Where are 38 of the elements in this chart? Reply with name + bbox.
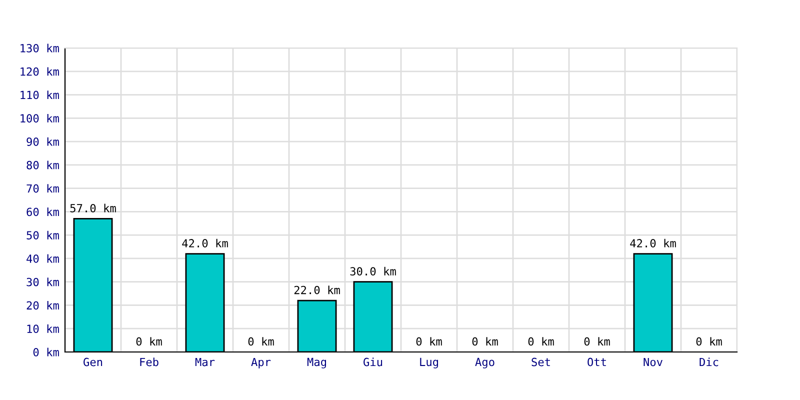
data-label: 0 km bbox=[248, 337, 274, 346]
x-tick-label: Apr bbox=[251, 358, 271, 368]
y-tick-label: 60 km bbox=[26, 208, 59, 216]
y-tick-label: 80 km bbox=[26, 160, 59, 170]
data-label: 22.0 km bbox=[294, 286, 340, 294]
y-tick-label: 30 km bbox=[26, 278, 59, 286]
x-tick-label: Gen bbox=[84, 358, 102, 366]
y-tick-label: 0 km bbox=[33, 348, 59, 356]
x-tick-label: Mag bbox=[307, 358, 326, 368]
y-tick-label: 110 km bbox=[20, 90, 59, 100]
data-label: 30.0 km bbox=[350, 266, 396, 276]
x-tick-label: Feb bbox=[140, 358, 158, 366]
data-label: 0 km bbox=[416, 337, 442, 346]
y-tick-label: 40 km bbox=[26, 254, 59, 263]
data-label: 0 km bbox=[136, 337, 162, 346]
x-tick-label: Dic bbox=[700, 358, 718, 366]
y-tick-label: 100 km bbox=[20, 114, 59, 123]
x-tick-label: Giu bbox=[364, 358, 382, 366]
data-label: 42.0 km bbox=[630, 238, 676, 248]
x-tick-label: Ott bbox=[588, 358, 606, 366]
y-tick-label: 10 km bbox=[27, 324, 59, 334]
data-label: 0 km bbox=[584, 337, 610, 346]
x-tick-label: Nov bbox=[644, 358, 662, 366]
data-label: 0 km bbox=[528, 337, 554, 346]
x-tick-label: Ago bbox=[475, 358, 494, 368]
y-tick-label: 50 km bbox=[26, 230, 59, 240]
y-tick-label: 20 km bbox=[26, 301, 59, 310]
y-tick-label: 120 km bbox=[20, 67, 59, 76]
y-tick-label: 130 km bbox=[20, 44, 59, 52]
data-label: 0 km bbox=[472, 337, 498, 346]
data-label: 57.0 km bbox=[70, 204, 116, 212]
y-tick-label: 70 km bbox=[26, 184, 59, 193]
x-tick-label: Mar bbox=[195, 358, 215, 366]
x-tick-label: Set bbox=[532, 358, 550, 366]
data-label: 42.0 km bbox=[182, 238, 228, 248]
data-label: 0 km bbox=[696, 337, 722, 346]
y-tick-label: 90 km bbox=[26, 137, 59, 146]
x-tick-label: Lug bbox=[420, 358, 438, 368]
